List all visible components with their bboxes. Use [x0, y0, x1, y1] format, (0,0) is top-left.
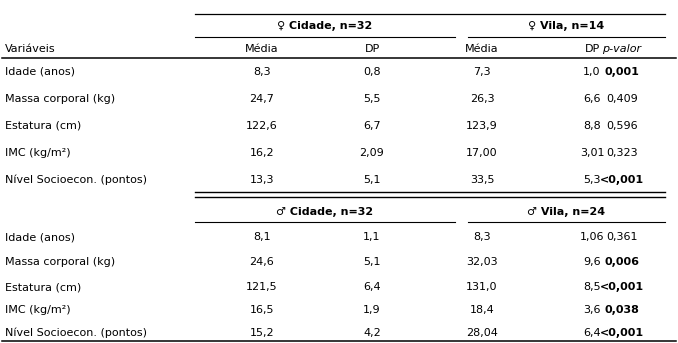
Text: 1,1: 1,1 [363, 232, 381, 242]
Text: 122,6: 122,6 [246, 121, 278, 131]
Text: DP: DP [584, 44, 599, 54]
Text: 8,1: 8,1 [253, 232, 271, 242]
Text: ♀ Cidade, n=32: ♀ Cidade, n=32 [277, 21, 373, 31]
Text: 0,006: 0,006 [605, 257, 639, 267]
Text: 18,4: 18,4 [470, 305, 494, 315]
Text: Média: Média [465, 44, 499, 54]
Text: 16,2: 16,2 [250, 148, 275, 158]
Text: <0,001: <0,001 [600, 175, 644, 185]
Text: 8,5: 8,5 [583, 282, 601, 292]
Text: 8,3: 8,3 [253, 67, 271, 77]
Text: IMC (kg/m²): IMC (kg/m²) [5, 305, 71, 315]
Text: 5,5: 5,5 [363, 94, 381, 104]
Text: 6,7: 6,7 [363, 121, 381, 131]
Text: 8,3: 8,3 [473, 232, 491, 242]
Text: Idade (anos): Idade (anos) [5, 67, 75, 77]
Text: ♂ Vila, n=24: ♂ Vila, n=24 [527, 207, 605, 217]
Text: 6,6: 6,6 [583, 94, 601, 104]
Text: <0,001: <0,001 [600, 282, 644, 292]
Text: <0,001: <0,001 [600, 328, 644, 338]
Text: Massa corporal (kg): Massa corporal (kg) [5, 257, 115, 267]
Text: Média: Média [245, 44, 279, 54]
Text: 24,6: 24,6 [250, 257, 275, 267]
Text: 3,6: 3,6 [583, 305, 601, 315]
Text: 5,3: 5,3 [583, 175, 601, 185]
Text: Massa corporal (kg): Massa corporal (kg) [5, 94, 115, 104]
Text: 9,6: 9,6 [583, 257, 601, 267]
Text: p-valor: p-valor [603, 44, 641, 54]
Text: 0,038: 0,038 [605, 305, 639, 315]
Text: 28,04: 28,04 [466, 328, 498, 338]
Text: 17,00: 17,00 [466, 148, 498, 158]
Text: 0,8: 0,8 [363, 67, 381, 77]
Text: ♂ Cidade, n=32: ♂ Cidade, n=32 [277, 207, 374, 217]
Text: 6,4: 6,4 [363, 282, 381, 292]
Text: 16,5: 16,5 [250, 305, 274, 315]
Text: DP: DP [364, 44, 380, 54]
Text: 6,4: 6,4 [583, 328, 601, 338]
Text: 33,5: 33,5 [470, 175, 494, 185]
Text: 121,5: 121,5 [246, 282, 278, 292]
Text: Variáveis: Variáveis [5, 44, 56, 54]
Text: ♀ Vila, n=14: ♀ Vila, n=14 [528, 21, 605, 31]
Text: 123,9: 123,9 [466, 121, 498, 131]
Text: 3,01: 3,01 [580, 148, 604, 158]
Text: 13,3: 13,3 [250, 175, 274, 185]
Text: 0,596: 0,596 [606, 121, 638, 131]
Text: 7,3: 7,3 [473, 67, 491, 77]
Text: 131,0: 131,0 [466, 282, 498, 292]
Text: 8,8: 8,8 [583, 121, 601, 131]
Text: 24,7: 24,7 [250, 94, 275, 104]
Text: 1,0: 1,0 [583, 67, 601, 77]
Text: Estatura (cm): Estatura (cm) [5, 282, 81, 292]
Text: 1,9: 1,9 [363, 305, 381, 315]
Text: 32,03: 32,03 [466, 257, 498, 267]
Text: 0,409: 0,409 [606, 94, 638, 104]
Text: Nível Socioecon. (pontos): Nível Socioecon. (pontos) [5, 175, 147, 185]
Text: 0,001: 0,001 [605, 67, 639, 77]
Text: 5,1: 5,1 [363, 175, 381, 185]
Text: 15,2: 15,2 [250, 328, 275, 338]
Text: 5,1: 5,1 [363, 257, 381, 267]
Text: 0,361: 0,361 [606, 232, 638, 242]
Text: Idade (anos): Idade (anos) [5, 232, 75, 242]
Text: 4,2: 4,2 [363, 328, 381, 338]
Text: Nível Socioecon. (pontos): Nível Socioecon. (pontos) [5, 328, 147, 338]
Text: 0,323: 0,323 [606, 148, 638, 158]
Text: Estatura (cm): Estatura (cm) [5, 121, 81, 131]
Text: IMC (kg/m²): IMC (kg/m²) [5, 148, 71, 158]
Text: 1,06: 1,06 [580, 232, 604, 242]
Text: 2,09: 2,09 [359, 148, 384, 158]
Text: 26,3: 26,3 [470, 94, 494, 104]
